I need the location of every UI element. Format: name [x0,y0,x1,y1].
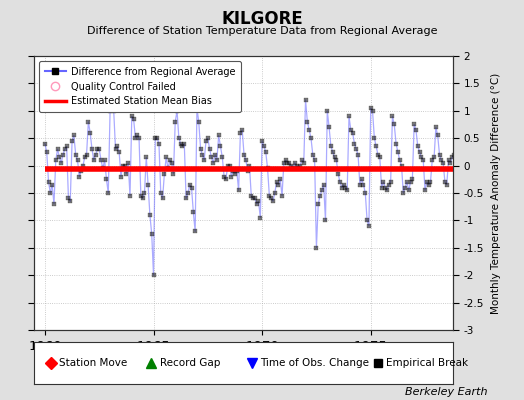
Text: Empirical Break: Empirical Break [386,358,468,368]
Text: KILGORE: KILGORE [221,10,303,28]
Text: Difference of Station Temperature Data from Regional Average: Difference of Station Temperature Data f… [87,26,437,36]
Y-axis label: Monthly Temperature Anomaly Difference (°C): Monthly Temperature Anomaly Difference (… [491,72,501,314]
Text: Record Gap: Record Gap [160,358,220,368]
Text: Berkeley Earth: Berkeley Earth [405,387,487,397]
Legend: Difference from Regional Average, Quality Control Failed, Estimated Station Mean: Difference from Regional Average, Qualit… [39,61,242,112]
Text: Time of Obs. Change: Time of Obs. Change [260,358,369,368]
Text: Station Move: Station Move [59,358,127,368]
